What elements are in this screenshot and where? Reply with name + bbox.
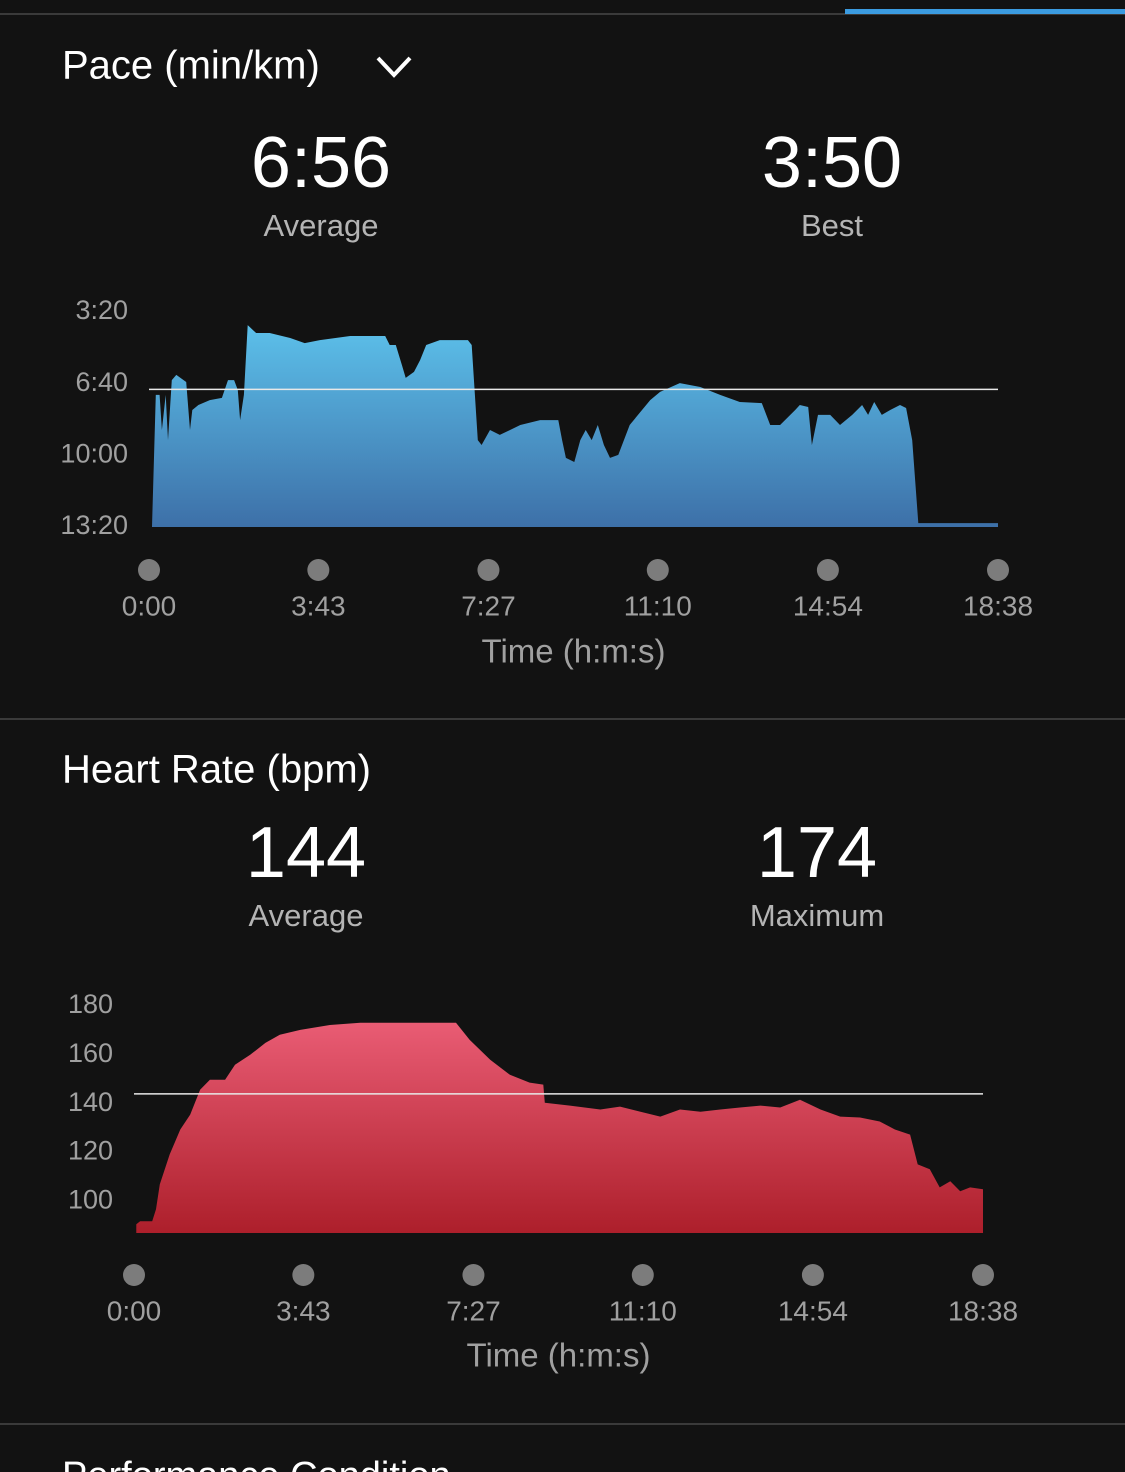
x-tick-dot	[292, 1264, 315, 1286]
y-tick-label: 3:20	[75, 295, 128, 325]
y-tick-label: 140	[68, 1087, 113, 1117]
x-axis-label: Time (h:m:s)	[482, 633, 666, 670]
x-tick-dot	[138, 559, 160, 581]
x-tick-dot	[631, 1264, 654, 1286]
area	[152, 325, 998, 527]
x-tick-dot	[307, 559, 330, 581]
x-axis-label: Time (h:m:s)	[467, 1337, 651, 1374]
stat-label: Average	[249, 898, 364, 933]
y-tick-label: 180	[68, 989, 113, 1019]
x-tick-label: 18:38	[963, 590, 1033, 621]
x-tick-dot	[801, 1264, 824, 1286]
x-tick-label: 0:00	[107, 1295, 162, 1326]
x-tick-label: 11:10	[609, 1295, 677, 1326]
x-tick-dot	[816, 559, 839, 581]
stat-value: 6:56	[251, 123, 391, 203]
x-tick-dot	[646, 559, 669, 581]
x-tick-label: 11:10	[624, 590, 692, 621]
area	[136, 1022, 983, 1233]
stat-label: Maximum	[750, 898, 884, 933]
stat-label: Best	[801, 208, 863, 243]
dropdown-chevron[interactable]	[376, 56, 412, 78]
x-tick-dot	[123, 1264, 145, 1286]
y-tick-label: 6:40	[75, 367, 128, 397]
y-tick-label: 120	[68, 1136, 113, 1166]
x-tick-label: 14:54	[778, 1295, 848, 1326]
stat-value: 144	[246, 813, 366, 893]
section-title: Pace (min/km)	[62, 44, 320, 88]
x-tick-label: 0:00	[122, 590, 177, 621]
x-tick-dot	[477, 559, 500, 581]
x-tick-label: 3:43	[276, 1295, 331, 1326]
x-tick-dot	[462, 1264, 485, 1286]
x-tick-label: 7:27	[461, 590, 516, 621]
x-tick-label: 14:54	[793, 590, 863, 621]
x-tick-label: 3:43	[291, 590, 346, 621]
stat-value: 174	[757, 813, 877, 893]
section-title: Performance Condition	[62, 1455, 451, 1472]
stat-label: Average	[264, 208, 379, 243]
y-tick-label: 10:00	[60, 438, 128, 468]
x-tick-label: 7:27	[446, 1295, 501, 1326]
x-tick-dot	[987, 559, 1009, 581]
x-tick-dot	[972, 1264, 994, 1286]
x-tick-label: 18:38	[948, 1295, 1018, 1326]
stat-value: 3:50	[762, 123, 902, 203]
section-title: Heart Rate (bpm)	[62, 748, 371, 792]
y-tick-label: 100	[68, 1184, 113, 1214]
active-tab-indicator[interactable]	[845, 9, 1125, 14]
y-tick-label: 13:20	[60, 510, 128, 540]
y-tick-label: 160	[68, 1038, 113, 1068]
